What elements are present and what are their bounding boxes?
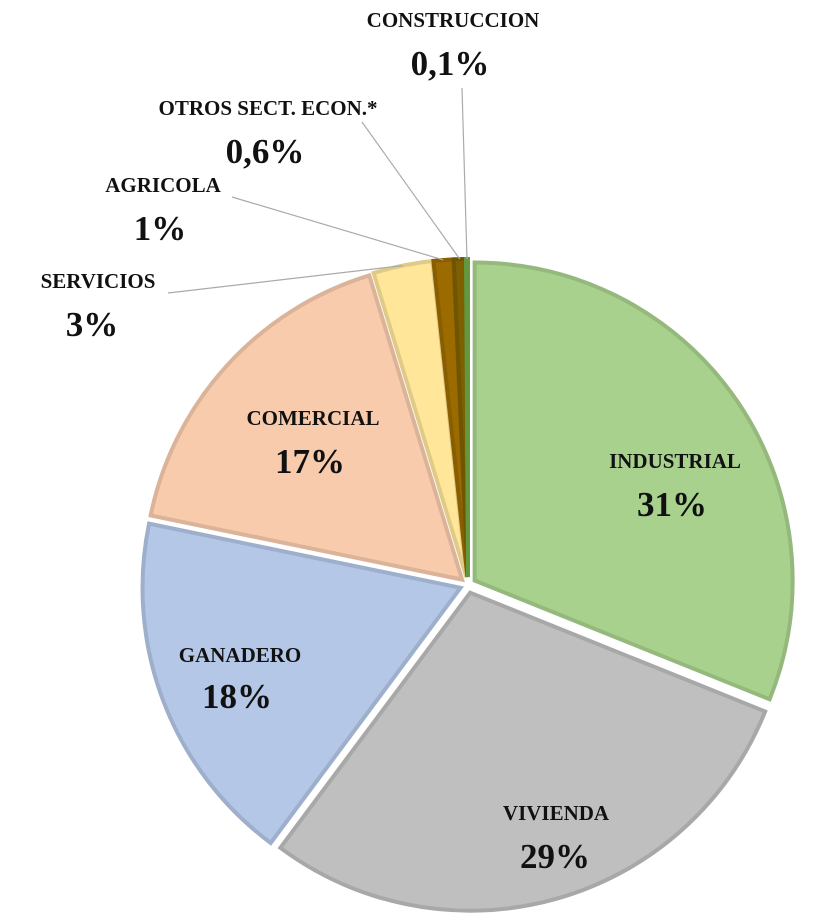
slice-label: SERVICIOS — [41, 269, 156, 293]
leader-line — [361, 121, 461, 260]
slice-label: COMERCIAL — [246, 406, 379, 430]
slice-value-label: 0,6% — [226, 132, 305, 171]
pie-slice — [140, 521, 465, 846]
slice-value-label: 3% — [66, 305, 119, 344]
slice-label: OTROS SECT. ECON.* — [159, 96, 378, 120]
slice-value-label: 0,1% — [411, 44, 490, 83]
leader-line — [231, 196, 444, 261]
slice-label: AGRICOLA — [105, 173, 221, 197]
slice-label: GANADERO — [179, 643, 302, 667]
slice-value-label: 17% — [275, 442, 345, 481]
pie-slice — [277, 590, 768, 913]
slice-value-label: 31% — [637, 485, 707, 524]
slice-label: INDUSTRIAL — [609, 449, 741, 473]
slice-value-label: 1% — [134, 209, 187, 248]
slice-label: CONSTRUCCION — [367, 8, 540, 32]
leader-line — [167, 265, 403, 294]
slice-value-label: 18% — [202, 677, 272, 716]
pie-slice — [472, 260, 795, 702]
pie-slice — [148, 272, 465, 583]
slice-label: VIVIENDA — [503, 801, 610, 825]
leader-line — [461, 87, 468, 260]
slice-value-label: 29% — [520, 837, 590, 876]
pie-slice — [463, 256, 470, 578]
